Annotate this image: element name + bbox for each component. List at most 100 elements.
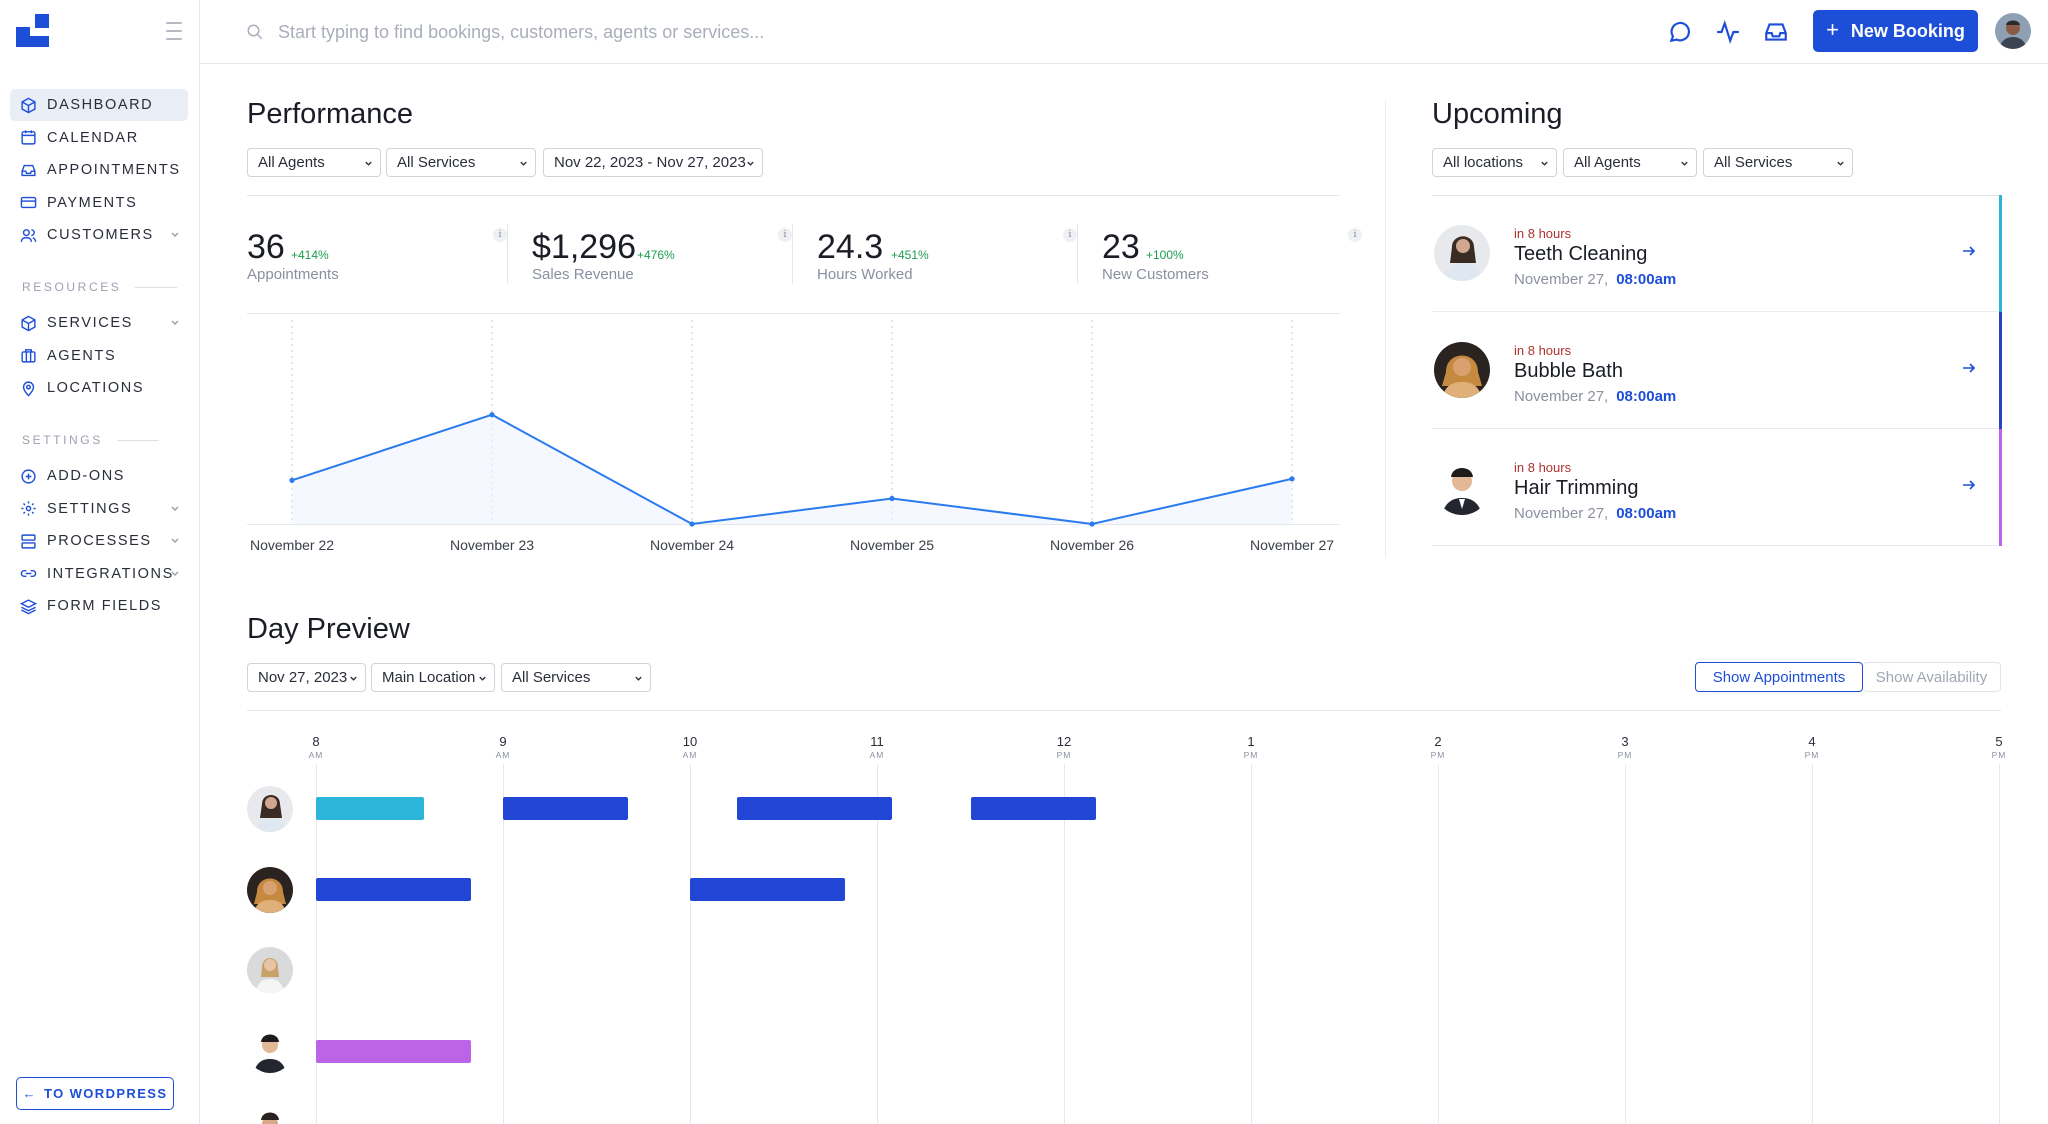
hour-gridline — [690, 764, 691, 1124]
appointment-date: November 27, — [1514, 388, 1609, 405]
gear-icon — [21, 501, 36, 516]
location-select[interactable]: Main Location — [371, 663, 495, 692]
chevron-down-icon — [171, 506, 179, 511]
hour-gridline — [316, 764, 317, 1124]
arrow-right-icon[interactable] — [1962, 245, 1976, 257]
booking-block[interactable] — [736, 797, 892, 820]
booking-block[interactable] — [316, 878, 472, 901]
due-text: in 8 hours — [1514, 343, 1572, 358]
upcoming-item[interactable]: in 8 hours Teeth Cleaning November 27, 08… — [1432, 195, 2002, 312]
sidebar-item-dashboard[interactable]: DASHBOARD — [10, 89, 188, 121]
hour-ampm: AM — [869, 750, 885, 760]
sidebar-item-settings[interactable]: SETTINGS — [10, 493, 188, 525]
calendar-icon — [21, 130, 36, 145]
date-range-select[interactable]: Nov 22, 2023 - Nov 27, 2023 — [543, 148, 763, 177]
agent-avatar — [247, 1027, 293, 1073]
services-filter-select[interactable]: All Services — [386, 148, 536, 177]
inbox-icon[interactable] — [1763, 19, 1789, 45]
upcoming-agents-filter-select[interactable]: All Agents — [1563, 148, 1697, 177]
info-icon[interactable]: i — [1063, 228, 1077, 242]
logo[interactable] — [16, 14, 49, 47]
sidebar-item-label: CALENDAR — [47, 129, 139, 146]
hour-gridline — [1812, 764, 1813, 1124]
user-avatar[interactable] — [1995, 13, 2031, 49]
chart-point[interactable] — [489, 412, 495, 418]
locations-filter-select[interactable]: All locations — [1432, 148, 1557, 177]
upcoming-item[interactable]: in 8 hours Hair Trimming November 27, 08:… — [1432, 429, 2002, 546]
chevron-down-icon — [171, 538, 179, 544]
agent-avatar — [247, 947, 293, 993]
booking-block[interactable] — [503, 797, 629, 820]
sidebar-item-payments[interactable]: PAYMENTS — [10, 187, 188, 219]
search-input[interactable] — [278, 16, 978, 48]
service-color-bar — [1999, 429, 2002, 546]
chart-point[interactable] — [1289, 476, 1295, 482]
agents-filter-select[interactable]: All Agents — [247, 148, 381, 177]
hour-ampm: AM — [495, 750, 511, 760]
to-wordpress-button[interactable]: ← TO WORDPRESS — [16, 1077, 174, 1110]
select-value: Nov 27, 2023 — [258, 669, 348, 686]
stat-value: $1,296 — [532, 228, 636, 266]
booking-block[interactable] — [970, 797, 1096, 820]
show-appointments-button[interactable]: Show Appointments — [1695, 662, 1863, 692]
sidebar-item-customers[interactable]: CUSTOMERS — [10, 219, 188, 251]
arrow-right-icon[interactable] — [1962, 362, 1976, 374]
divider — [247, 710, 2001, 711]
booking-block[interactable] — [316, 797, 425, 820]
sidebar-item-agents[interactable]: AGENTS — [10, 340, 188, 372]
hour-number: 11 — [870, 734, 884, 749]
chart-point[interactable] — [1089, 521, 1095, 527]
chart-points — [289, 412, 1295, 527]
sidebar-item-form-fields[interactable]: FORM FIELDS — [10, 590, 188, 622]
stat-change: +451% — [891, 248, 929, 262]
new-booking-button[interactable]: + New Booking — [1813, 10, 1978, 52]
select-value: Main Location — [382, 669, 476, 686]
chevron-down-icon — [365, 161, 372, 166]
agent-avatar — [1434, 459, 1490, 515]
sidebar-item-add-ons[interactable]: ADD-ONS — [10, 460, 188, 492]
hour-label: 3 PM — [1610, 734, 1640, 760]
server-icon — [21, 534, 36, 549]
day-services-select[interactable]: All Services — [501, 663, 651, 692]
booking-block[interactable] — [316, 1040, 472, 1063]
stat-appointments: 36 +414% Appointments i — [247, 224, 517, 286]
map-pin-icon — [22, 381, 35, 397]
info-icon[interactable]: i — [1348, 228, 1362, 242]
chart-point[interactable] — [889, 495, 895, 502]
hour-ampm: PM — [1056, 750, 1072, 760]
select-value: All locations — [1443, 154, 1524, 171]
sidebar-item-services[interactable]: SERVICES — [10, 307, 188, 339]
chart-point[interactable] — [689, 521, 695, 527]
sidebar-item-label: CUSTOMERS — [47, 227, 154, 244]
sidebar-item-label: SETTINGS — [47, 500, 133, 517]
sidebar-item-calendar[interactable]: CALENDAR — [10, 122, 188, 154]
chart-point[interactable] — [289, 477, 295, 483]
info-icon[interactable]: i — [778, 228, 792, 242]
stat-change: +414% — [291, 248, 329, 262]
stat-label: Hours Worked — [817, 266, 913, 283]
show-availability-button[interactable]: Show Availability — [1863, 662, 2001, 692]
cube-icon — [21, 315, 36, 331]
chat-icon[interactable] — [1667, 19, 1693, 45]
divider — [1077, 224, 1078, 284]
day-date-select[interactable]: Nov 27, 2023 — [247, 663, 366, 692]
arrow-right-icon[interactable] — [1962, 479, 1976, 491]
hour-gridline — [877, 764, 878, 1124]
chart-x-tick-label: November 23 — [450, 537, 534, 553]
upcoming-services-filter-select[interactable]: All Services — [1703, 148, 1853, 177]
select-value: All Agents — [1574, 154, 1641, 171]
upcoming-item[interactable]: in 8 hours Bubble Bath November 27, 08:00… — [1432, 312, 2002, 429]
activity-icon[interactable] — [1715, 19, 1741, 45]
sidebar-item-label: ADD-ONS — [47, 468, 126, 484]
sidebar-item-integrations[interactable]: INTEGRATIONS — [10, 558, 188, 590]
chart-x-tick-label: November 22 — [250, 537, 334, 553]
menu-toggle-icon[interactable] — [166, 22, 182, 42]
info-icon[interactable]: i — [493, 228, 507, 242]
performance-line-chart: November 22 November 23 November 24 Novembe… — [247, 320, 1340, 553]
hour-label: 5 PM — [1984, 734, 2014, 760]
sidebar-item-appointments[interactable]: APPOINTMENTS — [10, 154, 188, 186]
sidebar-item-processes[interactable]: PROCESSES — [10, 525, 188, 557]
sidebar-item-locations[interactable]: LOCATIONS — [10, 372, 188, 404]
select-value: All Agents — [258, 154, 325, 171]
booking-block[interactable] — [690, 878, 846, 901]
